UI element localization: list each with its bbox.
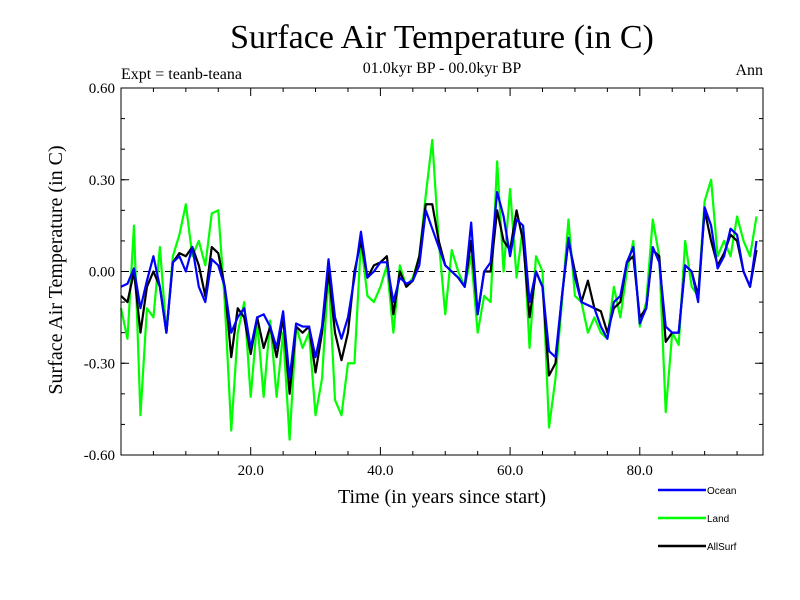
legend-label-allsurf: AllSurf (707, 542, 737, 553)
y-tick-label: 0.60 (89, 81, 115, 97)
x-tick-label: 40.0 (367, 463, 393, 479)
y-tick-label: -0.30 (84, 356, 115, 372)
season-label: Ann (735, 62, 763, 79)
x-tick-label: 60.0 (497, 463, 523, 479)
x-axis-label: Time (in years since start) (338, 486, 546, 508)
legend: Ocean Land AllSurf (658, 486, 737, 553)
y-tick-label: -0.60 (84, 448, 115, 464)
series-line-ocean (120, 190, 758, 380)
chart-subtitle: 01.0kyr BP - 00.0kyr BP (363, 60, 522, 77)
y-axis-label: Surface Air Temperature (in C) (45, 145, 67, 394)
plot-area: -0.60 -0.30 0.00 0.30 0.60 20.0 40.0 60.0 80.0 (84, 81, 764, 479)
y-tick-label: 0.00 (89, 265, 115, 281)
x-tick-label: 80.0 (627, 463, 653, 479)
experiment-label: Expt = teanb-teana (121, 66, 242, 83)
legend-label-ocean: Ocean (707, 486, 736, 497)
y-tick-label: 0.30 (89, 173, 115, 189)
x-tick-label: 20.0 (238, 463, 264, 479)
legend-label-land: Land (707, 514, 729, 525)
chart-title: Surface Air Temperature (in C) (230, 19, 654, 56)
